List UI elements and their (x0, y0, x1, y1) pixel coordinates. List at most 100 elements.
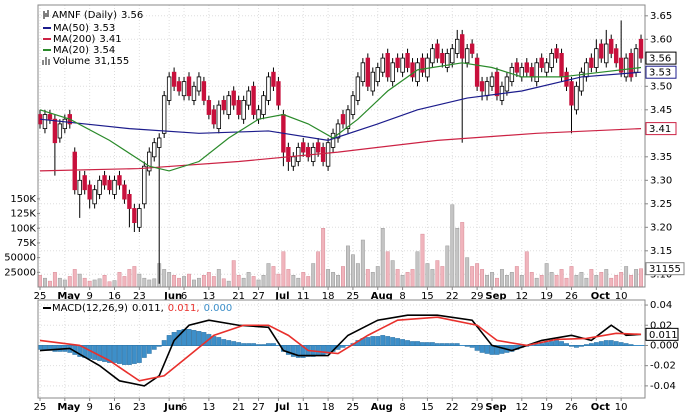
histogram-bar (285, 345, 291, 355)
volume-bar (221, 278, 226, 288)
volume-bar (87, 280, 92, 288)
volume-bar (321, 228, 326, 288)
volume-bar (102, 275, 107, 288)
volume-bar (614, 275, 619, 288)
volume-bar (152, 278, 157, 288)
candle-body (186, 76, 192, 97)
candle-body (469, 43, 475, 54)
histogram-bar (117, 345, 122, 364)
candle-body (524, 62, 529, 73)
volume-bar (499, 269, 504, 288)
histogram-bar (107, 345, 112, 363)
histogram-bar (425, 342, 430, 346)
x-tick-label: Aug (371, 402, 393, 413)
candle-body (171, 71, 177, 87)
volume-bar (331, 272, 336, 288)
histogram-bar (271, 343, 276, 346)
histogram-bar (564, 343, 569, 346)
volume-bar (544, 263, 549, 288)
y-tick-label: 3.65 (650, 11, 672, 22)
volume-bar (57, 277, 62, 288)
volume-bar (514, 266, 519, 288)
candle-body (569, 81, 574, 106)
histogram-bar (449, 343, 455, 346)
x-tick-label: 9 (86, 291, 92, 302)
x-tick-label: 29 (471, 291, 484, 302)
histogram-bar (221, 339, 227, 346)
volume-bar (609, 277, 614, 288)
histogram-bar (112, 345, 117, 363)
value-box (645, 65, 677, 79)
histogram-bar (375, 336, 381, 346)
x-tick-label: 8 (399, 402, 405, 413)
volume-bar (375, 266, 380, 288)
candle-body (638, 38, 644, 59)
x-tick-label: 11 (297, 402, 310, 413)
volume-bar (182, 276, 186, 288)
x-tick-label: 25 (347, 291, 360, 302)
volume-bar (460, 222, 465, 288)
y-tick-label: 0.02 (650, 320, 672, 331)
volume-bar (574, 275, 579, 288)
x-tick-label: 27 (252, 291, 265, 302)
candle-body (226, 95, 231, 115)
volume-bar (97, 278, 102, 288)
candle-body (62, 118, 68, 130)
histogram-bar (256, 344, 261, 346)
volume-bar (430, 269, 435, 288)
histogram-bar (410, 341, 415, 346)
x-tick-label: Aug (371, 291, 393, 302)
x-tick-label: 19 (540, 402, 553, 413)
x-tick-label: 9 (86, 402, 92, 413)
x-tick-label: 12 (515, 402, 528, 413)
volume-bar (519, 275, 524, 288)
candle-body (87, 184, 92, 200)
candle-body (147, 151, 152, 172)
histogram-bar (534, 344, 540, 346)
x-tick-label: 12 (515, 291, 528, 302)
x-tick-label: Jun (163, 402, 182, 413)
volume-bar (395, 269, 400, 288)
volume-bar (445, 245, 450, 288)
x-tick-label: 10 (615, 291, 628, 302)
histogram-bar (464, 345, 470, 347)
histogram-bar (400, 339, 405, 346)
candle-body (594, 48, 599, 68)
candle-body (445, 53, 450, 68)
volume-bar (38, 275, 42, 288)
histogram-bar (618, 342, 624, 346)
legend-entry: MA(50) 3.53 (53, 23, 115, 34)
moving-average (39, 71, 642, 141)
histogram-bar (251, 343, 256, 346)
volume-bar (281, 251, 286, 288)
volume-bar (470, 266, 475, 288)
volume-bar (435, 260, 440, 288)
histogram-bar (434, 343, 440, 346)
candle-body (335, 123, 341, 139)
x-tick-label: 25 (34, 291, 47, 302)
candle-body (82, 175, 87, 191)
histogram-bar (186, 329, 192, 346)
histogram-bar (499, 345, 505, 354)
legend-name: Volume (53, 56, 90, 67)
candle-body (256, 109, 261, 120)
candle-body (519, 67, 525, 78)
candle-body (599, 43, 604, 59)
x-tick-label: 23 (133, 402, 146, 413)
candle-body (97, 179, 102, 195)
histogram-bar (608, 340, 614, 346)
volume-tick-label: 100K (10, 223, 36, 234)
candle-body (400, 57, 405, 73)
panel-frame (37, 4, 646, 288)
candle-body (549, 53, 554, 68)
histogram-bar (484, 345, 490, 354)
volume-bar (241, 277, 246, 288)
volume-bar (187, 273, 191, 288)
volume-bar (77, 273, 82, 288)
candle-body (375, 67, 380, 83)
volume-bar (52, 272, 57, 288)
volume-bar (629, 275, 634, 288)
candle-body (618, 57, 624, 73)
x-tick-label: 6 (181, 402, 187, 413)
volume-bar (122, 276, 127, 288)
